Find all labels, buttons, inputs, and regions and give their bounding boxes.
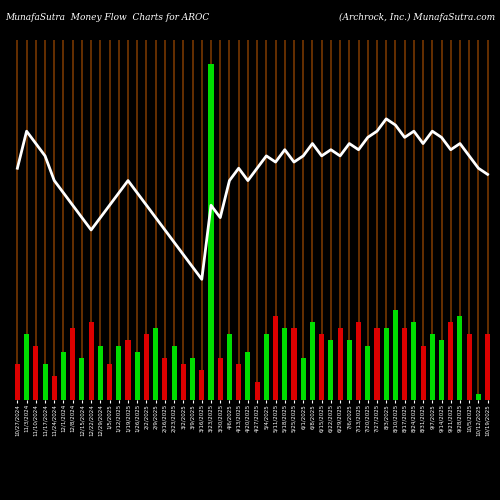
Bar [254, 382, 260, 400]
Bar [273, 316, 278, 400]
Bar [80, 358, 84, 400]
Bar [246, 352, 250, 400]
Bar [61, 352, 66, 400]
Bar [384, 328, 388, 400]
Bar [134, 352, 140, 400]
Bar [310, 322, 315, 400]
Bar [282, 328, 288, 400]
Bar [42, 364, 48, 400]
Bar [162, 358, 168, 400]
Bar [319, 334, 324, 400]
Bar [356, 322, 361, 400]
Bar [15, 364, 20, 400]
Bar [485, 334, 490, 400]
Bar [24, 334, 29, 400]
Bar [402, 328, 407, 400]
Bar [439, 340, 444, 400]
Text: (Archrock, Inc.) MunafaSutra.com: (Archrock, Inc.) MunafaSutra.com [339, 12, 495, 22]
Bar [412, 322, 416, 400]
Bar [448, 322, 454, 400]
Bar [365, 346, 370, 400]
Bar [227, 334, 232, 400]
Bar [264, 334, 269, 400]
Bar [172, 346, 176, 400]
Bar [430, 334, 435, 400]
Bar [200, 370, 204, 400]
Bar [328, 340, 334, 400]
Bar [393, 310, 398, 400]
Bar [126, 340, 130, 400]
Bar [347, 340, 352, 400]
Bar [466, 334, 471, 400]
Bar [476, 394, 481, 400]
Bar [181, 364, 186, 400]
Bar [420, 346, 426, 400]
Bar [190, 358, 195, 400]
Bar [153, 328, 158, 400]
Bar [208, 64, 214, 400]
Bar [338, 328, 342, 400]
Bar [88, 322, 94, 400]
Bar [292, 328, 296, 400]
Bar [116, 346, 121, 400]
Bar [458, 316, 462, 400]
Text: MunafaSutra  Money Flow  Charts for AROC: MunafaSutra Money Flow Charts for AROC [5, 12, 209, 22]
Bar [98, 346, 103, 400]
Bar [70, 328, 75, 400]
Bar [52, 376, 57, 400]
Bar [144, 334, 149, 400]
Bar [374, 328, 380, 400]
Bar [236, 364, 241, 400]
Bar [34, 346, 38, 400]
Bar [218, 358, 223, 400]
Bar [300, 358, 306, 400]
Bar [107, 364, 112, 400]
